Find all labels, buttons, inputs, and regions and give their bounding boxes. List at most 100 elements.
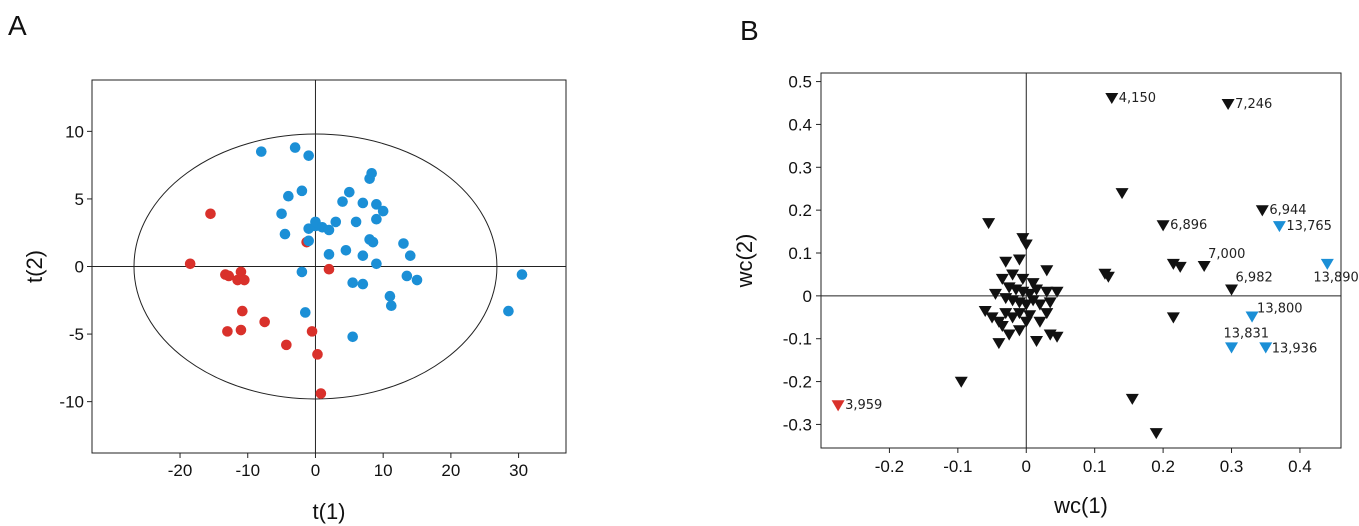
data-point-red-a (205, 208, 216, 220)
data-point-blue-a (255, 146, 267, 157)
loading-point-black-b (1030, 284, 1044, 296)
data-point-red-a (237, 305, 248, 317)
data-point-blue-a (357, 278, 369, 290)
y-tick-label-b: 0.5 (788, 73, 812, 92)
plot-frame-b (820, 72, 1342, 449)
x-tick-label-a: -10 (235, 461, 260, 480)
loading-point-black-b (1197, 260, 1211, 273)
point-label-b: 4,150 (1119, 91, 1156, 106)
loading-point-blue-b (1320, 258, 1334, 270)
data-point-blue-a (401, 270, 413, 282)
loading-point-blue-b (1259, 342, 1273, 354)
loading-point-black-b (1002, 329, 1016, 341)
point-label-b: 13,831 (1224, 326, 1270, 341)
x-tick-label-b: 0.3 (1220, 457, 1244, 476)
data-point-blue-a (347, 277, 359, 289)
y-tick-label-a: 5 (75, 190, 84, 209)
data-point-blue-a (279, 228, 291, 240)
point-label-b: 6,896 (1170, 218, 1207, 233)
data-point-blue-a (296, 266, 308, 278)
data-point-red-a (312, 349, 323, 360)
data-point-red-a (235, 324, 247, 336)
loading-point-black-b (985, 312, 999, 324)
loading-point-black-b (1255, 205, 1269, 217)
loading-point-black-b (1050, 331, 1064, 343)
point-label-b: 7,246 (1235, 97, 1272, 112)
x-tick-label-a: 30 (509, 461, 528, 480)
loading-point-black-b (1012, 254, 1026, 266)
loading-point-black-b (1012, 325, 1026, 337)
data-point-blue-a (300, 307, 311, 318)
data-point-blue-a (371, 258, 382, 270)
data-point-blue-a (385, 300, 397, 311)
point-label-b: 13,765 (1286, 219, 1332, 234)
x-tick-label-b: -0.2 (875, 457, 904, 476)
x-tick-label-b: 0.4 (1288, 457, 1312, 476)
data-point-blue-a (384, 290, 396, 302)
y-tick-label-b: -0.1 (783, 330, 812, 349)
data-point-blue-a (323, 224, 335, 236)
x-tick-label-a: -20 (168, 461, 193, 480)
data-point-red-a (306, 326, 318, 337)
y-tick-label-b: 0.3 (788, 158, 812, 177)
loading-point-black-b (1050, 286, 1064, 298)
data-point-blue-a (347, 331, 359, 343)
data-point-red-a (223, 270, 235, 282)
point-label-b: 13,936 (1272, 341, 1318, 356)
x-axis-title-b: wc(1) (1053, 493, 1108, 518)
y-axis-title-b: wc(2) (732, 234, 757, 289)
point-label-b: 3,959 (845, 398, 882, 413)
data-point-blue-a (404, 250, 416, 261)
loading-point-black-b (1166, 258, 1180, 270)
loading-point-black-b (999, 308, 1013, 320)
loading-point-black-b (1019, 316, 1033, 328)
x-axis-title-a: t(1) (313, 499, 346, 524)
x-tick-label-b: 0 (1022, 457, 1031, 476)
data-point-blue-a (411, 274, 423, 286)
loading-point-black-b (954, 376, 968, 388)
data-point-blue-a (283, 190, 294, 202)
loading-point-black-b (1166, 312, 1180, 324)
loading-point-black-b (1043, 297, 1057, 309)
loading-point-black-b (992, 338, 1006, 350)
loading-point-black-b (1225, 284, 1239, 296)
y-tick-label-a: -5 (69, 325, 84, 344)
data-point-blue-a (296, 185, 308, 197)
data-point-blue-a (340, 244, 352, 256)
loading-point-black-b (1006, 269, 1020, 281)
point-label-b: 6,982 (1236, 270, 1273, 285)
data-point-blue-a (337, 196, 348, 207)
loading-point-black-b (988, 288, 1002, 300)
data-point-blue-a (366, 167, 377, 179)
loading-point-black-b (1115, 188, 1129, 200)
data-point-red-a (323, 263, 335, 275)
loading-point-black-b (1149, 428, 1163, 440)
y-tick-label-a: 10 (65, 122, 84, 141)
loading-point-black-b (1040, 286, 1054, 298)
loading-point-blue-b (1245, 311, 1259, 323)
loading-point-black-b (1105, 92, 1119, 105)
y-tick-label-b: 0.4 (788, 115, 812, 134)
data-point-blue-a (503, 305, 514, 317)
loading-point-black-b (978, 305, 992, 318)
data-point-blue-a (350, 216, 362, 228)
loading-point-black-b (1221, 98, 1235, 111)
x-tick-label-b: -0.1 (943, 457, 972, 476)
y-tick-label-b: 0.1 (788, 244, 812, 263)
loading-point-black-b (1006, 312, 1020, 324)
data-point-blue-a (289, 142, 301, 153)
loading-point-black-b (995, 320, 1009, 333)
panel-label-b: B (740, 15, 759, 46)
x-tick-label-b: 0.1 (1083, 457, 1107, 476)
y-axis-title-a: t(2) (22, 250, 47, 283)
loading-point-black-b (1033, 299, 1047, 311)
panel-label-a: A (8, 10, 27, 41)
data-point-blue-a (367, 236, 379, 248)
loading-point-black-b (1125, 393, 1139, 405)
data-point-blue-a (371, 213, 382, 225)
loading-point-black-b (1173, 261, 1187, 273)
data-point-red-a (222, 326, 233, 337)
data-point-blue-a (303, 235, 314, 247)
x-tick-label-a: 10 (374, 461, 393, 480)
